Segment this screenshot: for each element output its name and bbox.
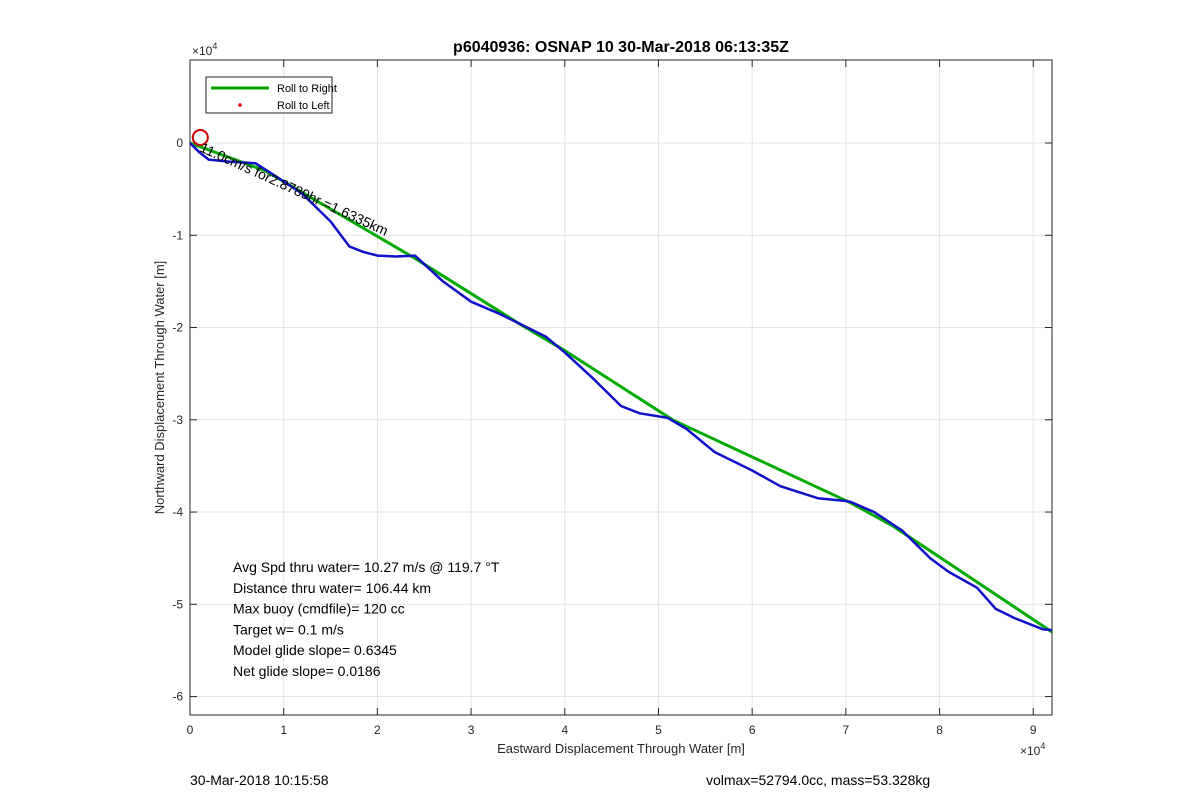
- stats-line: Avg Spd thru water= 10.27 m/s @ 119.7 °T: [233, 559, 500, 575]
- legend-swatch-dot: [238, 103, 242, 107]
- y-tick-label: 0: [176, 136, 183, 150]
- y-tick-label: -5: [172, 597, 183, 611]
- x-tick-label: 6: [749, 723, 756, 737]
- chart-canvas: 0 1 2 3 4 5 6 7 8 9 0 -1 -2 -3 -4 -5 -6 ×104 ×104 p6040936:…: [152, 39, 1053, 758]
- y-tick-label: -2: [172, 321, 183, 335]
- x-tick-label: 7: [843, 723, 850, 737]
- x-tick-label: 0: [187, 723, 194, 737]
- y-axis-label: Northward Displacement Through Water [m]: [152, 261, 167, 515]
- footer-volmax-mass: volmax=52794.0cc, mass=53.328kg: [706, 772, 931, 788]
- x-tick-label: 8: [936, 723, 943, 737]
- stats-line: Distance thru water= 106.44 km: [233, 580, 431, 596]
- x-axis-label: Eastward Displacement Through Water [m]: [497, 741, 745, 756]
- axes-box: [189, 59, 1053, 716]
- stats-line: Model glide slope= 0.6345: [233, 642, 397, 658]
- x-tick-label: 3: [468, 723, 475, 737]
- y-tick-label: -1: [172, 228, 183, 242]
- x-axis-multiplier: ×104: [1020, 741, 1045, 758]
- chart-title: p6040936: OSNAP 10 30-Mar-2018 06:13:35Z: [453, 39, 789, 56]
- y-axis-multiplier: ×104: [192, 41, 217, 58]
- footer-timestamp: 30-Mar-2018 10:15:58: [190, 772, 329, 788]
- stats-line: Net glide slope= 0.0186: [233, 663, 381, 679]
- x-tick-label: 1: [280, 723, 287, 737]
- x-tick-label: 9: [1030, 723, 1037, 737]
- legend-label: Roll to Right: [277, 83, 337, 95]
- y-tick-label: -4: [172, 505, 183, 519]
- green-track-line: [189, 141, 1053, 634]
- x-tick-label: 5: [655, 723, 662, 737]
- y-tick-label: -3: [172, 413, 183, 427]
- y-tick-label: -6: [172, 690, 183, 704]
- stats-line: Max buoy (cmdfile)= 120 cc: [233, 601, 405, 617]
- x-tick-label: 2: [374, 723, 381, 737]
- blue-track-line: [189, 142, 1053, 632]
- legend-label: Roll to Left: [277, 100, 330, 112]
- stats-line: Target w= 0.1 m/s: [233, 621, 344, 637]
- x-tick-label: 4: [561, 723, 568, 737]
- start-marker: [191, 128, 209, 146]
- legend-box: [205, 76, 333, 114]
